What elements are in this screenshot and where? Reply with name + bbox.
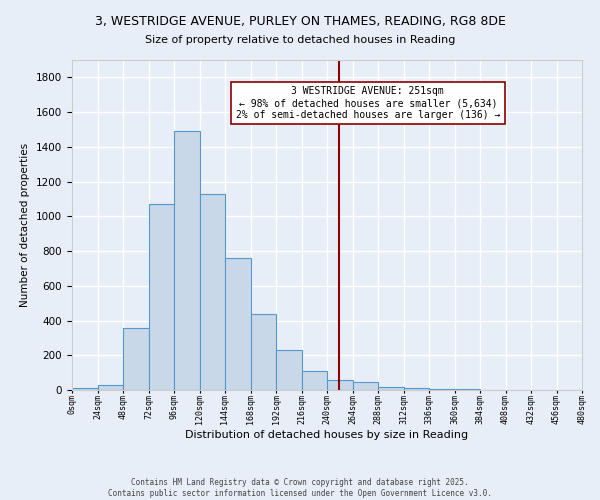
Bar bbox=[199, 194, 225, 390]
Text: Contains HM Land Registry data © Crown copyright and database right 2025.
Contai: Contains HM Land Registry data © Crown c… bbox=[108, 478, 492, 498]
Bar bbox=[251, 314, 276, 390]
Bar bbox=[302, 371, 327, 390]
Bar bbox=[225, 258, 251, 390]
Bar bbox=[429, 389, 455, 390]
Bar bbox=[404, 388, 429, 390]
Bar bbox=[149, 204, 174, 390]
Bar bbox=[327, 380, 353, 390]
Bar bbox=[174, 131, 199, 390]
Bar bbox=[72, 388, 97, 390]
Text: 3, WESTRIDGE AVENUE, PURLEY ON THAMES, READING, RG8 8DE: 3, WESTRIDGE AVENUE, PURLEY ON THAMES, R… bbox=[95, 15, 505, 28]
Y-axis label: Number of detached properties: Number of detached properties bbox=[20, 143, 31, 307]
Bar bbox=[276, 350, 302, 390]
Bar bbox=[378, 386, 404, 390]
Bar bbox=[353, 382, 378, 390]
X-axis label: Distribution of detached houses by size in Reading: Distribution of detached houses by size … bbox=[185, 430, 469, 440]
Bar bbox=[97, 385, 123, 390]
Bar bbox=[123, 328, 149, 390]
Text: Size of property relative to detached houses in Reading: Size of property relative to detached ho… bbox=[145, 35, 455, 45]
Text: 3 WESTRIDGE AVENUE: 251sqm
← 98% of detached houses are smaller (5,634)
2% of se: 3 WESTRIDGE AVENUE: 251sqm ← 98% of deta… bbox=[236, 86, 500, 120]
